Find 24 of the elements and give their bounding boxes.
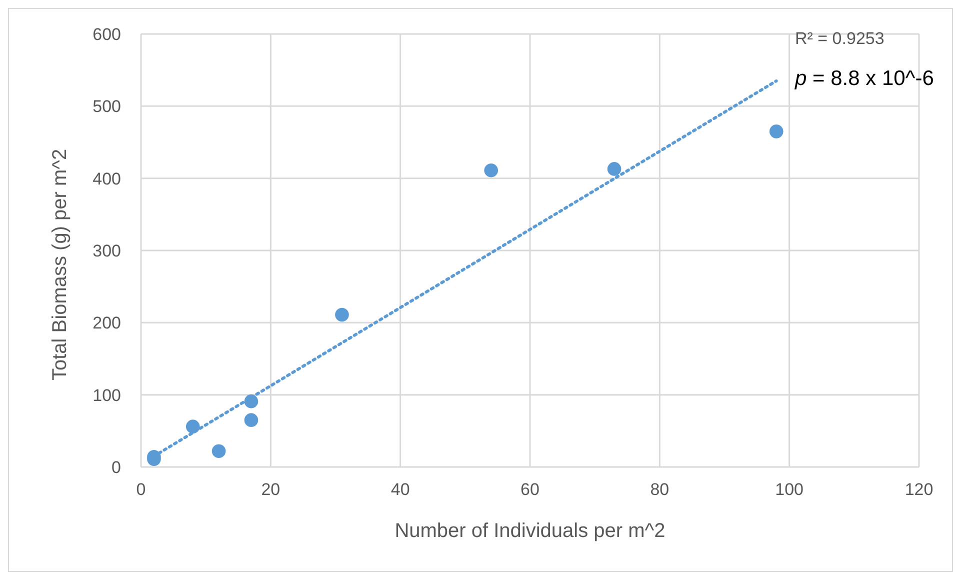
y-tick-label: 100 [92, 386, 121, 405]
y-tick-label: 200 [92, 314, 121, 333]
y-tick-label: 500 [92, 97, 121, 116]
point [335, 308, 349, 322]
x-tick-label: 0 [136, 480, 146, 500]
x-tick-label: 100 [775, 480, 804, 500]
point [484, 164, 498, 178]
point [212, 444, 226, 458]
y-tick-label: 400 [92, 169, 121, 188]
x-tick-label: 40 [390, 480, 410, 500]
x-tick-label: 60 [520, 480, 540, 500]
x-axis-title: Number of Individuals per m^2 [394, 520, 666, 542]
y-tick-label: 0 [112, 458, 121, 478]
point [607, 162, 622, 176]
y-tick-label: 300 [92, 242, 121, 261]
x-tick-label: 20 [261, 480, 280, 500]
annotation: R² = 0.9253 [795, 29, 884, 48]
x-tick-label: 120 [904, 480, 934, 500]
point [769, 124, 784, 138]
point [244, 413, 258, 427]
y-axis-title: Total Biomass (g) per m^2 [49, 148, 72, 380]
annotation: p = 8.8 x 10^-6 [795, 67, 934, 91]
y-tick-label: 600 [92, 25, 121, 44]
x-tick-label: 80 [650, 480, 670, 500]
